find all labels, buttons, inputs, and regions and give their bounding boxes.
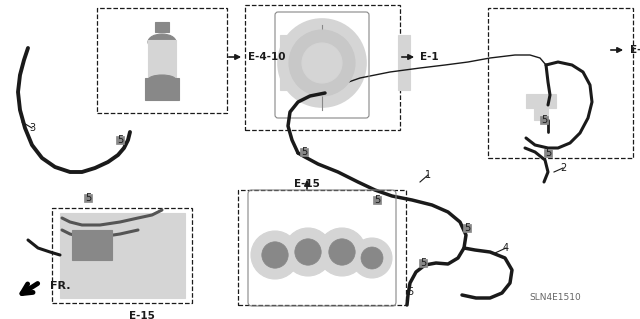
Text: 5: 5 — [85, 193, 91, 203]
Bar — [245, 5, 400, 130]
Text: 4: 4 — [503, 243, 509, 253]
Bar — [280, 35, 292, 90]
Ellipse shape — [148, 75, 176, 85]
Text: 5: 5 — [464, 223, 470, 233]
Circle shape — [361, 247, 383, 269]
Ellipse shape — [148, 34, 176, 50]
Bar — [544, 149, 552, 157]
Circle shape — [278, 19, 366, 107]
Text: E-8: E-8 — [630, 45, 640, 55]
Bar — [60, 213, 185, 298]
Text: 1: 1 — [425, 170, 431, 180]
Bar — [97, 8, 227, 113]
Bar — [52, 208, 192, 303]
Text: 5: 5 — [545, 148, 551, 158]
Circle shape — [329, 239, 355, 265]
Bar — [534, 106, 548, 120]
Bar — [72, 230, 112, 260]
Text: E-4-10: E-4-10 — [248, 52, 285, 62]
Text: 5: 5 — [407, 287, 413, 297]
Circle shape — [295, 239, 321, 265]
Bar — [300, 148, 308, 156]
Bar — [463, 224, 471, 232]
Circle shape — [352, 238, 392, 278]
Bar — [145, 78, 179, 100]
Circle shape — [262, 242, 288, 268]
Circle shape — [302, 43, 342, 83]
Circle shape — [251, 231, 299, 279]
Text: SLN4E1510: SLN4E1510 — [529, 293, 581, 302]
Bar — [373, 196, 381, 204]
Bar — [155, 22, 169, 32]
Circle shape — [289, 30, 355, 96]
Text: E-15: E-15 — [129, 311, 155, 319]
Bar — [540, 116, 548, 124]
Text: FR.: FR. — [50, 281, 70, 291]
Text: 5: 5 — [420, 258, 426, 268]
Text: 5: 5 — [117, 135, 123, 145]
Text: 3: 3 — [29, 123, 35, 133]
Circle shape — [318, 228, 366, 276]
Text: E-15: E-15 — [294, 179, 320, 189]
Text: 5: 5 — [301, 147, 307, 157]
Bar — [419, 259, 427, 267]
Bar — [488, 8, 633, 158]
Circle shape — [284, 228, 332, 276]
Bar — [398, 35, 410, 90]
Text: E-1: E-1 — [420, 52, 438, 62]
Text: 5: 5 — [541, 115, 547, 125]
Bar — [84, 194, 92, 202]
Bar — [526, 94, 556, 108]
Text: 2: 2 — [560, 163, 566, 173]
Bar — [116, 136, 124, 144]
Bar — [148, 40, 176, 80]
Text: 5: 5 — [374, 195, 380, 205]
Bar — [238, 190, 406, 305]
